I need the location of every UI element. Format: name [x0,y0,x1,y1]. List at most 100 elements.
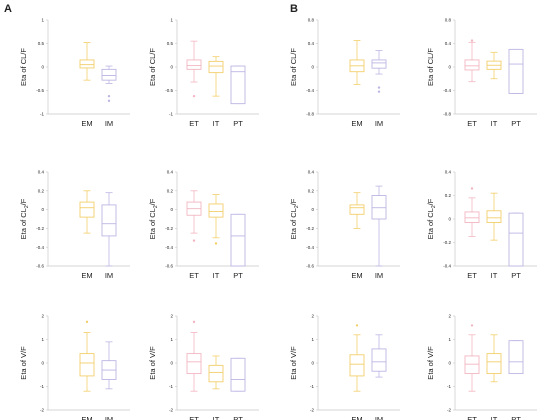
box-pt [508,340,524,375]
y-tick-label: 0.8 [445,18,452,23]
y-tick-label: -0.4 [443,264,451,269]
category-label: IM [105,415,113,420]
y-tick-label: 0 [448,217,451,222]
outlier-point [107,99,111,103]
outlier-point [377,90,381,93]
y-tick-label: -0.2 [36,226,44,231]
box-im [371,50,387,93]
category-label: IT [491,271,498,280]
box-et [186,190,202,242]
category-label: PT [511,271,521,280]
y-tick-label: 0.4 [308,170,315,175]
category-label: IT [213,271,220,280]
y-tick-label: -0.4 [306,88,314,93]
box-pt [508,48,524,94]
subplot-7: 0.4 0.2 0 -0.2 -0.4 -0.6 Eta of CL2/F EM IM [289,170,400,280]
y-tick-label: 0 [41,361,44,366]
y-tick-label: -2 [310,408,314,413]
box-it [208,355,224,390]
y-tick-label: 0 [41,65,44,70]
box-iqr [349,204,365,215]
category-label: EM [81,271,92,280]
box-iqr [464,355,480,375]
y-tick-label: -1 [40,384,44,389]
y-tick-label: 0.5 [38,41,45,46]
y-tick-label: -2 [447,408,451,413]
outlier-point [192,239,196,242]
box-pt [230,357,246,392]
y-tick-label: -1 [169,112,173,117]
y-axis-label: Eta of CL2/F [19,198,30,239]
box-iqr [486,210,502,223]
y-axis-label-main: Eta of CL [426,208,435,239]
y-axis-label: Eta of CL/F [289,48,298,86]
subplot-8: 0.4 0.2 0 -0.2 -0.4 Eta of CL2/F ET IT PT [426,170,537,280]
y-tick-label: -2 [169,408,173,413]
category-label: EM [351,271,362,280]
y-axis-label-tail: /F [148,198,157,205]
y-tick-label: 2 [448,314,451,319]
y-tick-label: -0.5 [36,88,44,93]
y-axis-label-subscript: 2 [431,205,437,208]
y-axis-label-main: Eta of CL/F [426,48,435,86]
y-tick-label: 2 [170,314,173,319]
y-tick-label: -0.4 [165,245,173,250]
box-iqr [79,59,95,69]
category-label: IM [375,119,383,128]
category-label: EM [81,119,92,128]
box-im [101,341,117,390]
category-label: EM [351,415,362,420]
y-axis-label: Eta of V/F [148,346,157,380]
box-iqr [508,340,524,375]
y-tick-label: 0.4 [445,41,452,46]
outlier-point [470,324,474,327]
box-im [101,192,117,267]
y-tick-label: 0.2 [38,188,45,193]
y-tick-label: 0 [170,207,173,212]
category-label: PT [233,271,243,280]
box-et [464,39,480,83]
y-axis-label: Eta of CL/F [148,48,157,86]
box-et [186,320,202,392]
y-axis-label-subscript: 2 [294,205,300,208]
box-iqr [371,348,387,372]
box-iqr [101,68,117,81]
y-tick-label: 0 [448,361,451,366]
box-iqr [208,203,224,218]
y-axis-label-main: Eta of V/F [426,346,435,380]
y-tick-label: 1 [41,18,44,23]
box-iqr [230,213,246,267]
category-label: IM [375,271,383,280]
category-label: ET [467,415,477,420]
y-tick-label: 1 [448,337,451,342]
y-axis-label: Eta of CL2/F [426,198,437,239]
box-im [371,185,387,267]
outlier-point [85,320,89,324]
category-label: ET [189,271,199,280]
box-iqr [79,353,95,377]
y-tick-label: 1 [41,337,44,342]
box-it [486,192,502,241]
box-iqr [186,59,202,70]
y-axis-label-main: Eta of CL [148,208,157,239]
box-iqr [349,354,365,377]
outlier-point [214,242,218,245]
y-tick-label: 0 [170,65,173,70]
y-tick-label: 0 [311,207,314,212]
y-tick-label: 0 [170,361,173,366]
subplot-2: 1 0.5 0 -0.5 -1 Eta of CL/F ET IT PT [148,18,259,128]
box-iqr [508,48,524,94]
outlier-point [470,187,474,190]
y-axis-label: Eta of CL/F [426,48,435,86]
category-label: IM [105,271,113,280]
box-it [208,56,224,97]
category-label: ET [467,271,477,280]
y-axis-label-main: Eta of CL/F [148,48,157,86]
y-tick-label: -1 [169,384,173,389]
y-tick-label: -0.6 [165,264,173,269]
y-tick-label: 0.4 [38,170,45,175]
outlier-point [377,86,381,89]
box-iqr [371,195,387,220]
category-label: PT [511,415,521,420]
y-tick-label: 0 [311,65,314,70]
